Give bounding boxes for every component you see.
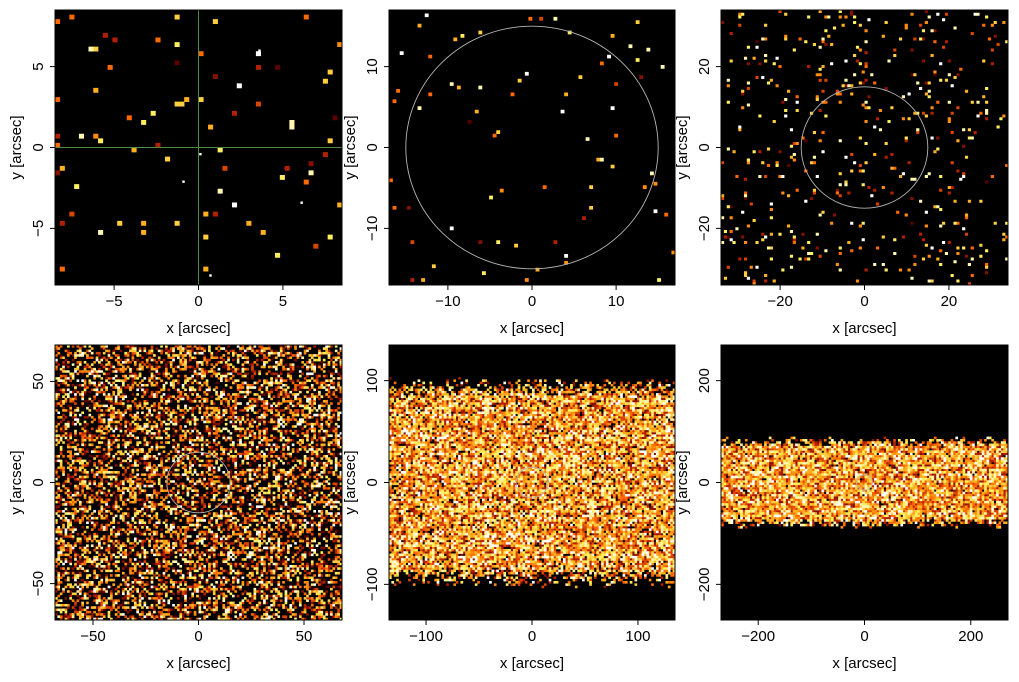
y-tick-label: 0 bbox=[364, 143, 381, 151]
aperture-circle bbox=[800, 86, 929, 209]
heatmap-cells-12 bbox=[389, 381, 675, 584]
y-axis-label: y [arcsec] bbox=[8, 450, 25, 514]
panel-6: −200 0 200 −200 0 200 x [arcsec] y [arcsec] bbox=[674, 344, 1009, 672]
x-axis-label: x [arcsec] bbox=[166, 655, 230, 672]
heatmap-cells-12 bbox=[55, 345, 342, 620]
x-tick-label: −200 bbox=[741, 628, 775, 645]
heatmap-cells-10 bbox=[389, 379, 675, 586]
plot-frame bbox=[54, 344, 343, 621]
x-tick-label: 0 bbox=[528, 293, 536, 310]
plot-frame bbox=[720, 344, 1009, 621]
y-tick-label: 0 bbox=[696, 143, 713, 151]
plot-frame bbox=[388, 9, 676, 286]
aperture-circle bbox=[515, 466, 549, 499]
panel-3: −20 0 20 −20 0 20 x [arcsec] y [arcsec] bbox=[674, 9, 1009, 337]
y-tick-label: 5 bbox=[30, 62, 47, 70]
bright-point-5 bbox=[300, 201, 303, 204]
y-tick-label: 100 bbox=[364, 368, 381, 393]
plot-area bbox=[389, 10, 675, 285]
heatmap-cells-8 bbox=[721, 438, 1008, 529]
plot-frame bbox=[54, 9, 343, 286]
y-tick-label: −5 bbox=[30, 220, 47, 237]
y-tick-label: 0 bbox=[30, 478, 47, 486]
y-tick-label: −200 bbox=[696, 567, 713, 601]
y-axis-label: y [arcsec] bbox=[674, 115, 691, 179]
panel-1: −5 0 5 −5 0 5 x [arcsec] y [arcsec] bbox=[8, 9, 343, 337]
x-tick-label: 0 bbox=[194, 628, 202, 645]
y-axis-label: y [arcsec] bbox=[342, 115, 359, 179]
x-tick-label: −50 bbox=[80, 628, 105, 645]
plot-frame bbox=[720, 9, 1009, 286]
y-tick-label: 0 bbox=[364, 478, 381, 486]
heatmap-cells-11 bbox=[55, 345, 342, 620]
heatmap-cells-8 bbox=[389, 379, 675, 589]
y-tick-label: 200 bbox=[696, 368, 713, 393]
x-axis-label: x [arcsec] bbox=[832, 655, 896, 672]
heatmap-cells-10 bbox=[55, 345, 342, 620]
x-axis-label: x [arcsec] bbox=[832, 320, 896, 337]
bright-point-2 bbox=[182, 180, 185, 183]
x-tick-label: 0 bbox=[528, 628, 536, 645]
aperture-circle bbox=[856, 474, 873, 491]
x-tick-label: −10 bbox=[435, 293, 460, 310]
x-tick-label: −100 bbox=[409, 628, 443, 645]
x-tick-label: 5 bbox=[279, 293, 287, 310]
y-axis-label: y [arcsec] bbox=[342, 450, 359, 514]
heatmap-cells-11 bbox=[389, 379, 675, 586]
aperture-circle bbox=[166, 451, 231, 514]
x-axis-label: x [arcsec] bbox=[500, 655, 564, 672]
bright-point-1 bbox=[199, 152, 202, 156]
heatmap-cells-11 bbox=[721, 438, 1008, 529]
bright-point-3 bbox=[258, 49, 261, 52]
heatmap-cells-7 bbox=[55, 345, 342, 620]
x-axis-label: x [arcsec] bbox=[500, 320, 564, 337]
y-axis-label: y [arcsec] bbox=[674, 450, 691, 514]
y-tick-label: −100 bbox=[364, 567, 381, 601]
y-tick-label: 0 bbox=[30, 143, 47, 151]
panel-5: −100 0 100 −100 0 100 x [arcsec] y [arcsec] bbox=[342, 344, 676, 672]
y-tick-label: 20 bbox=[696, 58, 713, 75]
x-tick-label: 10 bbox=[608, 293, 625, 310]
x-tick-label: −20 bbox=[767, 293, 792, 310]
x-tick-label: 20 bbox=[941, 293, 958, 310]
y-tick-label: 10 bbox=[364, 58, 381, 75]
x-tick-label: 50 bbox=[296, 628, 313, 645]
y-tick-label: −50 bbox=[30, 571, 47, 596]
x-tick-label: 0 bbox=[860, 293, 868, 310]
x-tick-label: −5 bbox=[106, 293, 123, 310]
bright-point-4 bbox=[209, 274, 212, 277]
y-tick-label: −10 bbox=[364, 216, 381, 241]
aperture-circle bbox=[405, 25, 659, 270]
x-tick-label: 100 bbox=[625, 628, 650, 645]
panel-2: −10 0 10 −10 0 10 x [arcsec] y [arcsec] bbox=[342, 9, 676, 337]
x-tick-label: 0 bbox=[194, 293, 202, 310]
heatmap-cells-2 bbox=[467, 120, 472, 124]
x-tick-label: 200 bbox=[958, 628, 983, 645]
y-tick-label: −20 bbox=[696, 216, 713, 241]
y-tick-label: 0 bbox=[696, 478, 713, 486]
x-axis-label: x [arcsec] bbox=[166, 320, 230, 337]
x-tick-label: 0 bbox=[860, 628, 868, 645]
y-axis-label: y [arcsec] bbox=[8, 115, 25, 179]
heatmap-cells-10 bbox=[723, 10, 1008, 283]
panel-4: −50 0 50 −50 0 50 x [arcsec] y [arcsec] bbox=[8, 344, 343, 672]
y-tick-label: 50 bbox=[30, 373, 47, 390]
plot-frame bbox=[388, 344, 676, 621]
heatmap-cells-10 bbox=[721, 436, 1008, 527]
